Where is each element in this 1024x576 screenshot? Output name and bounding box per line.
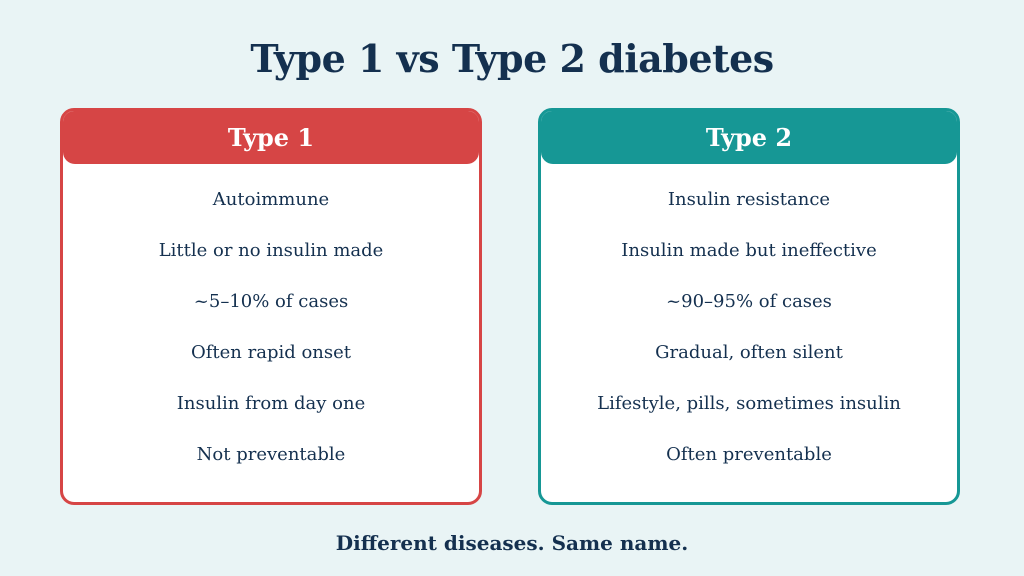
- type2-card: Type 2 Insulin resistance Insulin made b…: [538, 108, 960, 505]
- type1-item: ~5–10% of cases: [193, 291, 349, 312]
- page-title: Type 1 vs Type 2 diabetes: [250, 36, 774, 81]
- type2-header: Type 2: [541, 111, 957, 164]
- type1-item: Autoimmune: [212, 189, 330, 210]
- type1-item: Little or no insulin made: [158, 240, 384, 261]
- type2-item: ~90–95% of cases: [666, 291, 832, 312]
- type2-item: Lifestyle, pills, sometimes insulin: [597, 393, 901, 414]
- type1-header: Type 1: [63, 111, 479, 164]
- type1-list: Autoimmune Little or no insulin made ~5–…: [63, 185, 479, 491]
- type2-list: Insulin resistance Insulin made but inef…: [541, 185, 957, 491]
- type1-card: Type 1 Autoimmune Little or no insulin m…: [60, 108, 482, 505]
- footer-tagline: Different diseases. Same name.: [335, 531, 689, 555]
- type1-item: Often rapid onset: [190, 342, 352, 363]
- type2-item: Insulin resistance: [667, 189, 831, 210]
- type1-item: Insulin from day one: [176, 393, 366, 414]
- type2-item: Gradual, often silent: [655, 342, 843, 363]
- type1-item: Not preventable: [196, 444, 346, 465]
- type2-item: Often preventable: [666, 444, 832, 465]
- type2-item: Insulin made but ineffective: [621, 240, 877, 261]
